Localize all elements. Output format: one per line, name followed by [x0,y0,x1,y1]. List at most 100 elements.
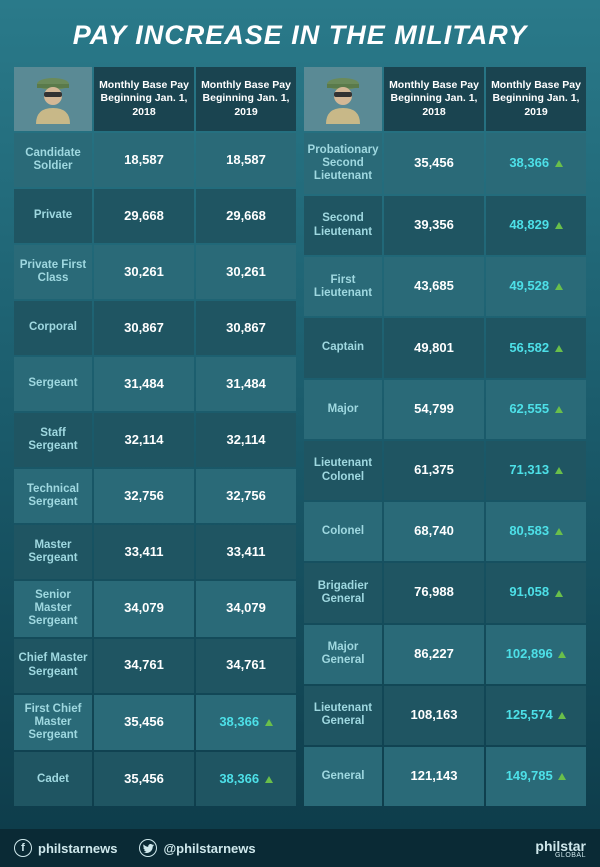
increase-arrow-icon [555,467,563,474]
pay-2018-cell: 68,740 [384,502,484,561]
pay-2018-cell: 35,456 [94,695,194,751]
soldier-icon-header [14,67,92,131]
increase-arrow-icon [265,776,273,783]
rank-cell: Candidate Soldier [14,133,92,187]
pay-2018-cell: 30,261 [94,245,194,299]
pay-2018-cell: 33,411 [94,525,194,579]
pay-2019-cell: 62,555 [486,380,586,439]
table-row: Private29,66829,668 [14,189,296,243]
enlisted-table: Monthly Base Pay Beginning Jan. 1, 2018 … [12,65,298,808]
increase-arrow-icon [265,719,273,726]
increase-arrow-icon [555,528,563,535]
pay-2018-cell: 18,587 [94,133,194,187]
col-2019-header: Monthly Base Pay Beginning Jan. 1, 2019 [486,67,586,131]
pay-2018-cell: 76,988 [384,563,484,622]
page-title: PAY INCREASE IN THE MILITARY [0,0,600,65]
pay-2018-cell: 32,756 [94,469,194,523]
col-2018-header: Monthly Base Pay Beginning Jan. 1, 2018 [384,67,484,131]
pay-2018-cell: 35,456 [384,133,484,194]
increase-arrow-icon [555,160,563,167]
pay-2018-cell: 34,761 [94,639,194,693]
brand-logo: philstar GLOBAL [535,838,586,859]
increase-arrow-icon [555,590,563,597]
table-row: Master Sergeant33,41133,411 [14,525,296,579]
rank-cell: Lieutenant Colonel [304,441,382,500]
col-2019-header: Monthly Base Pay Beginning Jan. 1, 2019 [196,67,296,131]
twitter-link[interactable]: @philstarnews [139,839,255,857]
table-row: Senior Master Sergeant34,07934,079 [14,581,296,637]
facebook-icon: f [14,839,32,857]
pay-2018-cell: 61,375 [384,441,484,500]
rank-cell: Colonel [304,502,382,561]
pay-2018-cell: 39,356 [384,196,484,255]
rank-cell: Chief Master Sergeant [14,639,92,693]
pay-2019-cell: 18,587 [196,133,296,187]
pay-2019-cell: 33,411 [196,525,296,579]
pay-2018-cell: 29,668 [94,189,194,243]
table-row: Sergeant31,48431,484 [14,357,296,411]
pay-2019-cell: 91,058 [486,563,586,622]
soldier-icon [30,74,76,124]
pay-2019-cell: 34,079 [196,581,296,637]
pay-2018-cell: 108,163 [384,686,484,745]
table-row: Second Lieutenant39,35648,829 [304,196,586,255]
table-row: Lieutenant Colonel61,37571,313 [304,441,586,500]
enlisted-tbody: Candidate Soldier18,58718,587Private29,6… [14,133,296,806]
increase-arrow-icon [555,222,563,229]
rank-cell: Private [14,189,92,243]
rank-cell: Corporal [14,301,92,355]
rank-cell: Staff Sergeant [14,413,92,467]
col-2018-header: Monthly Base Pay Beginning Jan. 1, 2018 [94,67,194,131]
table-row: Corporal30,86730,867 [14,301,296,355]
pay-2019-cell: 31,484 [196,357,296,411]
twitter-handle: @philstarnews [163,841,255,856]
pay-2018-cell: 54,799 [384,380,484,439]
increase-arrow-icon [555,406,563,413]
table-row: General121,143149,785 [304,747,586,806]
pay-2019-cell: 38,366 [196,752,296,806]
soldier-icon [320,74,366,124]
pay-2018-cell: 35,456 [94,752,194,806]
rank-cell: Senior Master Sergeant [14,581,92,637]
rank-cell: Major General [304,625,382,684]
officer-tbody: Probationary Second Lieutenant35,45638,3… [304,133,586,806]
table-row: Lieutenant General108,163125,574 [304,686,586,745]
table-row: Major54,79962,555 [304,380,586,439]
pay-2019-cell: 38,366 [196,695,296,751]
pay-2018-cell: 32,114 [94,413,194,467]
rank-cell: First Chief Master Sergeant [14,695,92,751]
table-row: Brigadier General76,98891,058 [304,563,586,622]
facebook-link[interactable]: f philstarnews [14,839,117,857]
pay-2018-cell: 121,143 [384,747,484,806]
pay-2018-cell: 43,685 [384,257,484,316]
rank-cell: Brigadier General [304,563,382,622]
pay-2018-cell: 34,079 [94,581,194,637]
rank-cell: Sergeant [14,357,92,411]
rank-cell: General [304,747,382,806]
rank-cell: Lieutenant General [304,686,382,745]
rank-cell: Captain [304,318,382,377]
rank-cell: Technical Sergeant [14,469,92,523]
pay-2019-cell: 49,528 [486,257,586,316]
twitter-icon [139,839,157,857]
table-row: Major General86,227102,896 [304,625,586,684]
pay-2019-cell: 71,313 [486,441,586,500]
rank-cell: Master Sergeant [14,525,92,579]
table-row: Candidate Soldier18,58718,587 [14,133,296,187]
pay-2019-cell: 102,896 [486,625,586,684]
facebook-handle: philstarnews [38,841,117,856]
footer: f philstarnews @philstarnews philstar GL… [0,829,600,867]
pay-2019-cell: 34,761 [196,639,296,693]
pay-2018-cell: 30,867 [94,301,194,355]
rank-cell: Private First Class [14,245,92,299]
soldier-icon-header [304,67,382,131]
pay-2019-cell: 80,583 [486,502,586,561]
increase-arrow-icon [555,345,563,352]
rank-cell: Cadet [14,752,92,806]
table-row: Probationary Second Lieutenant35,45638,3… [304,133,586,194]
pay-2019-cell: 48,829 [486,196,586,255]
pay-2019-cell: 30,867 [196,301,296,355]
increase-arrow-icon [558,712,566,719]
pay-2019-cell: 125,574 [486,686,586,745]
pay-2018-cell: 86,227 [384,625,484,684]
